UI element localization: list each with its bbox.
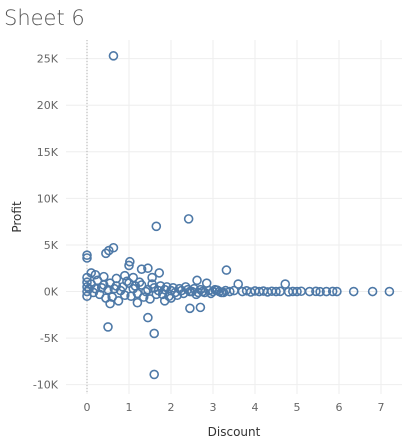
grid-layer bbox=[66, 40, 402, 394]
points-layer bbox=[82, 51, 395, 380]
data-point bbox=[154, 268, 165, 278]
sheet-title: Sheet 6 bbox=[4, 6, 85, 30]
x-tick-label: 5 bbox=[294, 401, 301, 414]
y-axis: -10K -5K 0K 5K 10K 15K 20K 25K bbox=[33, 53, 59, 392]
data-point bbox=[321, 286, 332, 297]
data-point bbox=[185, 303, 195, 314]
data-point bbox=[120, 290, 130, 301]
data-point bbox=[218, 287, 229, 298]
x-axis: 0 1 2 3 4 5 6 7 bbox=[84, 401, 385, 414]
data-point bbox=[315, 286, 325, 297]
x-tick-label: 2 bbox=[168, 401, 175, 414]
data-point bbox=[149, 328, 159, 339]
x-tick-label: 7 bbox=[378, 401, 385, 414]
data-point bbox=[82, 250, 92, 260]
data-point bbox=[143, 312, 153, 323]
data-point bbox=[151, 289, 162, 300]
x-tick-label: 6 bbox=[336, 401, 343, 414]
data-point bbox=[225, 286, 235, 297]
data-point bbox=[92, 275, 103, 286]
x-axis-title: Discount bbox=[208, 425, 261, 439]
data-point bbox=[193, 287, 204, 298]
y-tick-label: 10K bbox=[37, 192, 59, 205]
data-point bbox=[311, 286, 321, 297]
data-point bbox=[132, 297, 143, 308]
data-point bbox=[96, 282, 107, 293]
x-tick-label: 0 bbox=[84, 401, 91, 414]
data-point bbox=[136, 264, 147, 274]
y-tick-label: 15K bbox=[37, 146, 59, 159]
y-tick-label: -10K bbox=[33, 379, 59, 392]
data-point bbox=[280, 279, 291, 289]
data-point bbox=[151, 221, 162, 232]
data-point bbox=[88, 287, 99, 298]
y-tick-label: 20K bbox=[37, 99, 59, 112]
data-point bbox=[108, 51, 119, 61]
data-point bbox=[195, 302, 206, 313]
y-tick-label: -5K bbox=[40, 332, 59, 345]
data-point bbox=[82, 253, 92, 263]
y-tick-label: 5K bbox=[44, 239, 59, 252]
data-point bbox=[126, 291, 136, 301]
data-point bbox=[82, 272, 92, 283]
data-point bbox=[192, 275, 202, 286]
data-point bbox=[271, 286, 281, 297]
data-point bbox=[304, 286, 315, 297]
y-tick-label: 0K bbox=[44, 286, 59, 299]
data-point bbox=[327, 286, 338, 297]
data-point bbox=[157, 289, 168, 300]
data-point bbox=[103, 284, 113, 295]
data-point bbox=[138, 292, 149, 302]
data-point bbox=[143, 263, 153, 274]
data-point bbox=[384, 286, 395, 297]
data-point bbox=[145, 294, 155, 304]
y-axis-title: Profit bbox=[10, 201, 24, 233]
data-point bbox=[141, 286, 151, 297]
x-tick-label: 1 bbox=[126, 401, 133, 414]
data-point bbox=[214, 286, 225, 297]
data-point bbox=[104, 245, 114, 256]
data-point bbox=[122, 276, 132, 287]
data-point bbox=[168, 282, 178, 293]
data-point bbox=[183, 214, 194, 224]
data-point bbox=[332, 286, 342, 297]
data-point bbox=[125, 256, 135, 267]
data-point bbox=[149, 369, 159, 380]
data-point bbox=[221, 265, 232, 275]
data-point bbox=[348, 286, 359, 297]
x-tick-label: 3 bbox=[210, 401, 217, 414]
data-point bbox=[103, 322, 113, 332]
data-point bbox=[101, 293, 111, 303]
data-point bbox=[147, 272, 157, 283]
data-point bbox=[134, 277, 145, 288]
y-tick-label: 25K bbox=[37, 53, 59, 66]
data-point bbox=[292, 286, 302, 297]
data-point bbox=[124, 260, 134, 271]
data-point bbox=[367, 286, 378, 297]
data-point bbox=[113, 296, 124, 306]
data-point bbox=[101, 248, 111, 259]
x-tick-label: 4 bbox=[252, 401, 259, 414]
data-point bbox=[233, 279, 243, 289]
